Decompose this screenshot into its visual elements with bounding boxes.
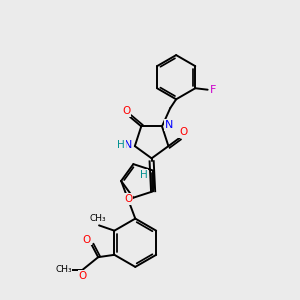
Text: CH₃: CH₃ [55,265,72,274]
Text: H: H [140,170,148,180]
Text: O: O [124,194,132,204]
Text: H: H [117,140,125,150]
Text: CH₃: CH₃ [89,214,106,224]
Text: O: O [179,127,187,137]
Text: O: O [79,271,87,281]
Text: O: O [122,106,131,116]
Text: N: N [124,140,132,150]
Text: O: O [83,235,91,244]
Text: F: F [210,85,217,95]
Text: N: N [165,120,173,130]
